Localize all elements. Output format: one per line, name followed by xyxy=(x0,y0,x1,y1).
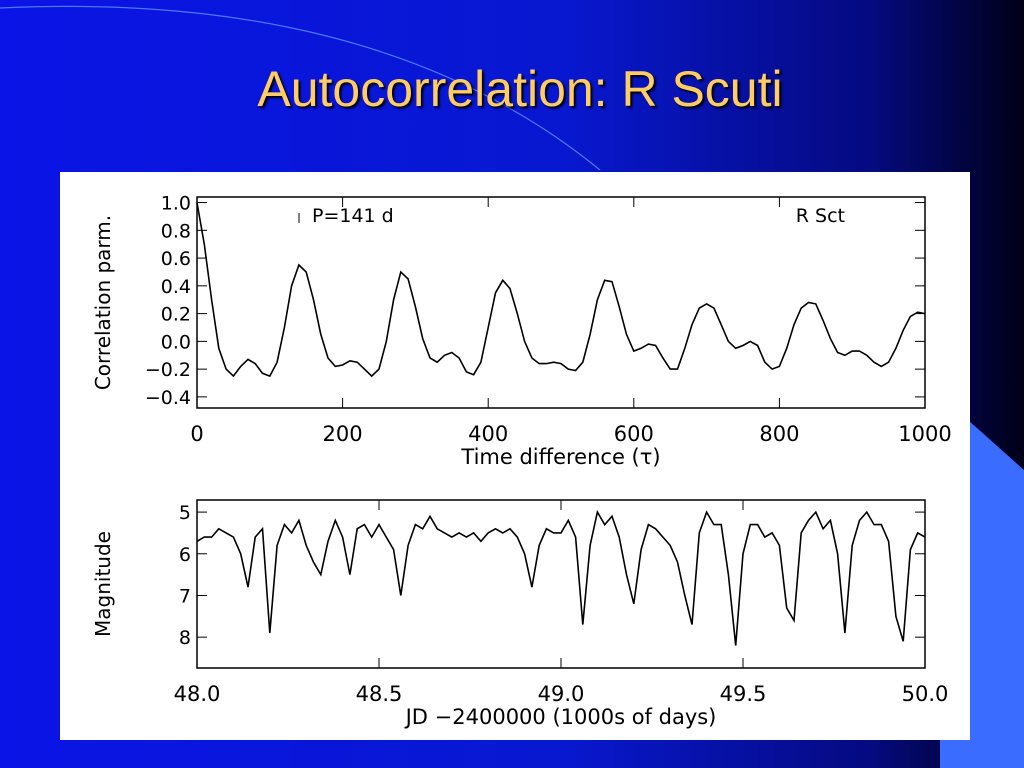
y-tick-label: 0.6 xyxy=(161,248,191,270)
x-tick-label: 1000 xyxy=(898,422,951,446)
y-tick-label: −0.2 xyxy=(145,359,191,381)
slide-title: Autocorrelation: R Scuti xyxy=(257,61,783,117)
x-tick-label: 0 xyxy=(190,422,203,446)
x-tick-label: 49.5 xyxy=(720,682,767,706)
y-axis-label: Correlation parm. xyxy=(91,215,115,390)
annotation: P=141 d xyxy=(312,205,394,227)
x-tick-label: 49.0 xyxy=(538,682,585,706)
y-tick-label: 0.2 xyxy=(161,304,191,326)
chart-panel: 1.0 0.8 0.6 0.4 0.2 0.0 −0.2 −0.4 0 200 400 600 800 1… xyxy=(60,172,970,740)
y-tick-label: −0.4 xyxy=(145,387,191,409)
x-tick-label: 200 xyxy=(323,422,363,446)
y-tick-label: 1.0 xyxy=(161,193,191,215)
data-line xyxy=(196,509,926,646)
plot-frame xyxy=(196,499,926,669)
y-tick-label: 0.0 xyxy=(161,331,191,353)
y-tick-label: 5 xyxy=(179,502,191,524)
x-axis-label: Time difference (τ) xyxy=(460,445,660,469)
x-axis-label: JD −2400000 (1000s of days) xyxy=(404,705,717,729)
y-axis-label: Magnitude xyxy=(91,531,115,637)
x-tick-label: 48.0 xyxy=(174,682,221,706)
plot-frame xyxy=(196,196,926,409)
data-line xyxy=(196,202,926,378)
x-tick-label: 600 xyxy=(614,422,654,446)
x-tick-label: 50.0 xyxy=(902,682,949,706)
y-tick-label: 7 xyxy=(179,585,191,607)
x-tick-label: 48.5 xyxy=(356,682,403,706)
annotation: R Sct xyxy=(796,205,845,227)
y-tick-label: 0.8 xyxy=(161,220,191,242)
y-tick-label: 6 xyxy=(179,544,191,566)
y-tick-label: 0.4 xyxy=(161,276,191,298)
y-tick-label: 8 xyxy=(179,627,191,649)
x-tick-label: 800 xyxy=(759,422,799,446)
x-tick-label: 400 xyxy=(468,422,508,446)
